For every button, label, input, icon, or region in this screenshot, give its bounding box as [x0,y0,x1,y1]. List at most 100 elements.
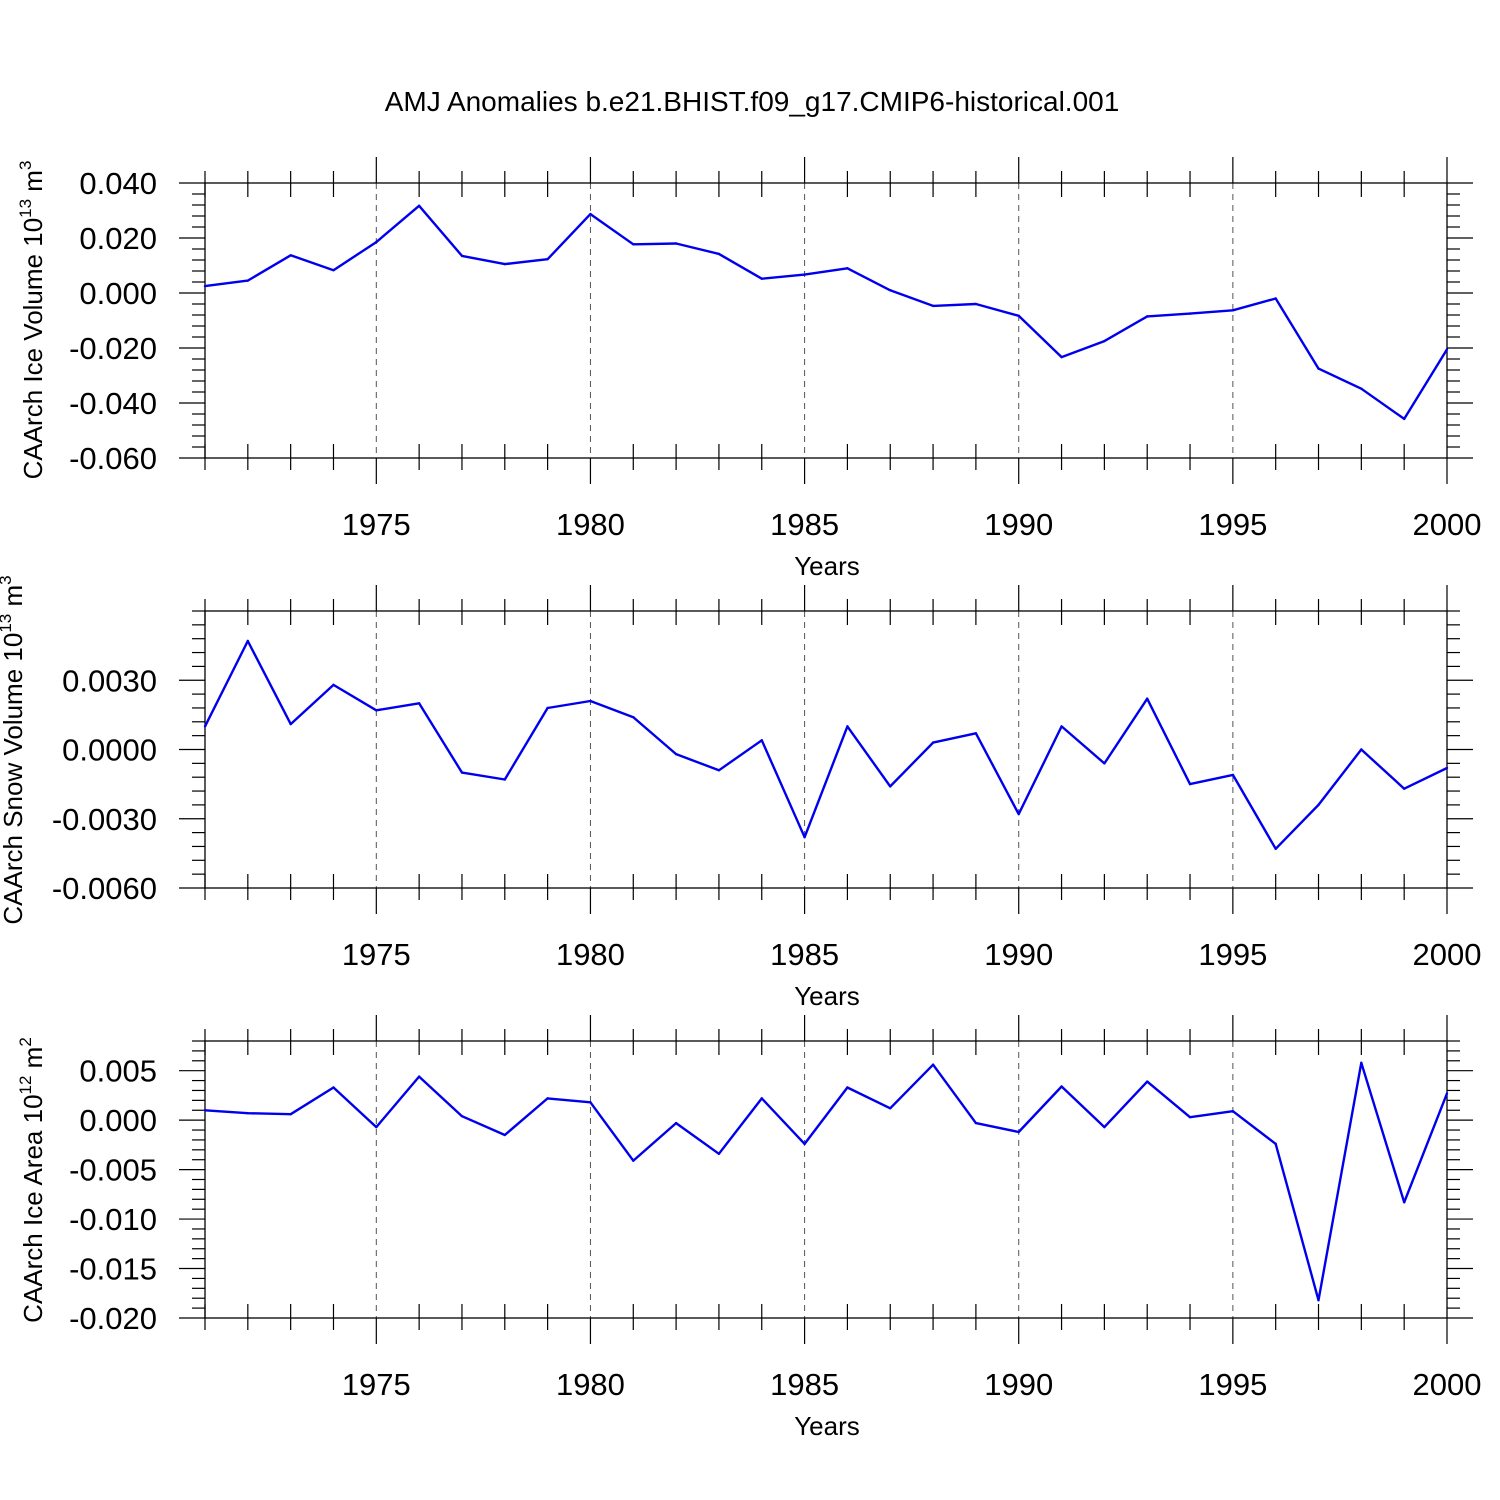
x-tick-label: 1980 [556,1367,625,1402]
data-point [546,257,549,261]
series-line [204,204,1449,421]
figure-title: AMJ Anomalies b.e21.BHIST.f09_g17.CMIP6-… [385,86,1120,117]
y-axis-title: CAArch Ice Area 1012 m2 [16,1037,48,1323]
data-point [1402,1201,1406,1204]
y-tick-label: -0.005 [69,1153,157,1188]
data-point [1402,787,1406,790]
panel-2: -0.0060 -0.0030 0.0000 0.0030 1975 1980 1985 19… [0,575,1481,1011]
data-point [1017,1130,1020,1134]
data-point [632,715,635,719]
data-point [974,302,978,306]
data-point [289,254,292,257]
y-tick-label: -0.020 [69,331,157,366]
data-point [1060,1085,1063,1088]
data-point [1445,1092,1449,1095]
x-tick-label: 2000 [1413,507,1482,542]
y-tick-label: -0.040 [69,386,157,421]
x-tick-label: 1990 [984,507,1053,542]
data-point [1060,355,1063,359]
x-tick-label: 1980 [556,507,625,542]
data-point [889,785,892,788]
data-point [803,273,806,276]
data-point [931,741,935,744]
x-tick-label: 1985 [770,507,839,542]
y-tick-label: -0.0060 [52,871,157,906]
data-point [760,739,763,742]
data-point [632,243,635,246]
data-point [246,639,250,643]
x-tick-label: 1980 [556,937,625,972]
data-point [332,683,335,687]
data-point [846,1086,849,1089]
data-point [289,1113,292,1116]
data-point [1103,762,1106,765]
data-point [974,1121,978,1125]
data-point [375,240,378,244]
data-point [846,267,849,270]
data-point [546,706,549,710]
data-point [1317,1298,1320,1302]
data-point [503,778,506,781]
data-point [974,732,978,735]
data-point [589,1101,592,1104]
x-tick-label: 1975 [342,507,411,542]
data-point [717,252,721,256]
y-axis-title: CAArch Snow Volume 1013 m3 [0,575,28,924]
data-point [203,725,207,728]
y-tick-label: 0.040 [79,166,157,201]
data-point [332,268,335,272]
y-tick-label: 0.000 [79,276,157,311]
data-point [589,699,592,703]
data-point [1017,812,1020,816]
data-point [246,1112,250,1115]
data-point [717,769,721,772]
panels: -0.060 -0.040 -0.020 0.000 0.020 0.040 1975 198… [0,157,1481,1441]
data-point [931,1063,935,1066]
x-tick-label: 2000 [1413,1367,1482,1402]
data-point [1146,697,1149,700]
data-point [375,1125,378,1129]
data-point [1188,1115,1192,1119]
data-point [931,304,935,308]
data-point [503,1133,506,1137]
data-point [674,752,678,756]
series-line [204,1061,1449,1302]
data-point [1188,312,1192,315]
data-point [1103,339,1106,343]
data-point [889,289,892,292]
plot-frame [204,182,1448,459]
y-tick-label: 0.005 [79,1054,157,1089]
data-point [760,277,763,280]
data-point [503,262,506,266]
y-tick-label: 0.0030 [62,663,157,698]
data-point [1402,417,1406,421]
y-tick-label: 0.000 [79,1103,157,1138]
x-tick-label: 1990 [984,1367,1053,1402]
data-point [417,702,421,705]
y-tick-label: -0.015 [69,1252,157,1287]
data-point [1060,725,1063,728]
data-point [674,242,678,245]
x-tick-label: 1995 [1198,1367,1267,1402]
data-point [375,709,378,712]
series-line [203,639,1448,850]
x-tick-label: 1990 [984,937,1053,972]
panel-1: -0.060 -0.040 -0.020 0.000 0.020 0.040 1975 198… [16,157,1481,581]
y-tick-label: 0.020 [79,221,157,256]
data-point [760,1097,763,1100]
y-tick-label: -0.0030 [52,802,157,837]
data-point [246,279,250,282]
x-tick-label: 1985 [770,937,839,972]
data-point [1231,773,1235,777]
data-point [1103,1125,1106,1129]
data-point [1445,348,1449,351]
x-axis-title: Years [794,551,860,581]
data-point [460,254,464,258]
y-tick-label: -0.060 [69,441,157,476]
data-point [803,836,806,839]
x-tick-label: 2000 [1413,937,1482,972]
y-tick-label: -0.020 [69,1301,157,1336]
y-tick-label: -0.010 [69,1202,157,1237]
data-point [417,1075,421,1078]
